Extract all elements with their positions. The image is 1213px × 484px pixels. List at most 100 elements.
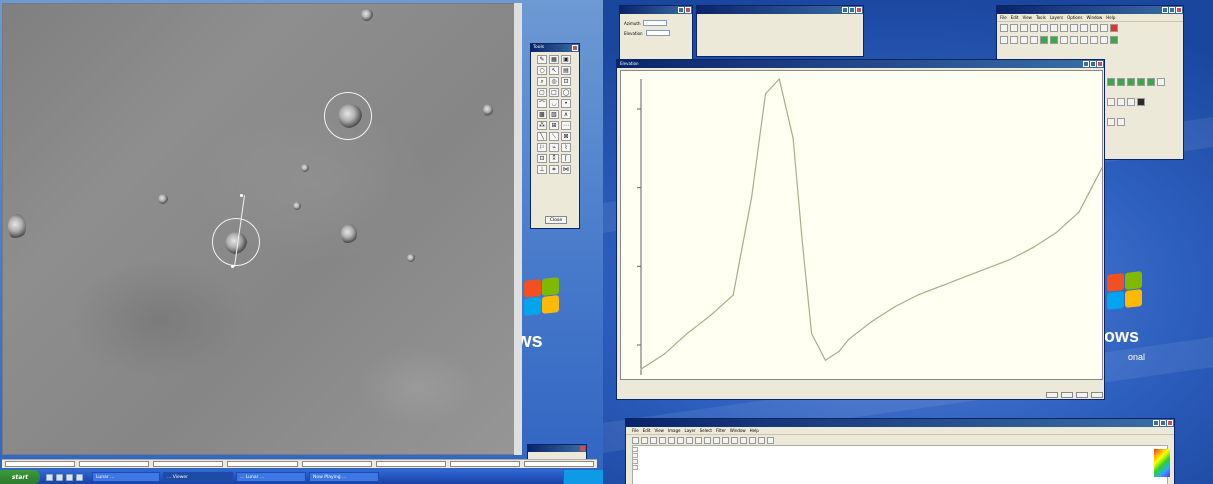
menu-item[interactable]: Edit	[642, 428, 651, 433]
menu-item[interactable]: File	[1000, 15, 1007, 20]
window-titlebar[interactable]: Elevation	[617, 60, 1104, 68]
close-icon[interactable]	[1176, 7, 1182, 13]
toolbar-button[interactable]	[1137, 78, 1145, 86]
toolbar-button[interactable]	[1117, 78, 1125, 86]
toolbar-button[interactable]	[731, 437, 738, 444]
elevation-input[interactable]	[645, 30, 670, 36]
toolbar-button[interactable]	[668, 437, 675, 444]
toolbar-button[interactable]	[1117, 98, 1125, 106]
toolbar-button[interactable]	[1020, 36, 1028, 44]
toolbar-button[interactable]	[1147, 78, 1155, 86]
tool-button[interactable]: ▧	[549, 110, 559, 119]
tool-button[interactable]: ▢	[537, 88, 547, 97]
menu-item[interactable]: Filter	[715, 428, 726, 433]
window-titlebar[interactable]	[626, 419, 1174, 427]
toolbar-button[interactable]	[1050, 36, 1058, 44]
menu-item[interactable]: Options	[1067, 15, 1083, 20]
tool-button[interactable]: ◡	[549, 99, 559, 108]
toolbar-button[interactable]	[767, 437, 774, 444]
toolbar-button[interactable]	[1040, 36, 1048, 44]
window-titlebar[interactable]	[528, 445, 586, 452]
toolbar-button[interactable]	[632, 437, 639, 444]
toolbar-button[interactable]	[677, 437, 684, 444]
toolbar-button[interactable]	[1070, 36, 1078, 44]
tool-button[interactable]: ⟍	[549, 132, 559, 141]
tool-button[interactable]: ⋈	[561, 165, 571, 174]
toolbar-button[interactable]	[1030, 24, 1038, 32]
menu-item[interactable]: Help	[1106, 15, 1116, 20]
maximize-icon[interactable]	[1169, 7, 1175, 13]
minimize-icon[interactable]	[678, 7, 684, 13]
taskbar-button[interactable]: ... Lunar ...	[236, 472, 306, 482]
tool-button[interactable]: ⌒	[537, 99, 547, 108]
taskbar-button[interactable]: Lunar ...	[92, 472, 160, 482]
footer-button[interactable]	[1046, 391, 1058, 398]
toolbar-button[interactable]	[1080, 36, 1088, 44]
tool-button[interactable]: ▣	[561, 55, 571, 64]
toolbar-button[interactable]	[713, 437, 720, 444]
tool-button[interactable]: •	[561, 99, 571, 108]
menu-item[interactable]: Tools	[1035, 15, 1046, 20]
tool-button[interactable]: ⌕	[537, 77, 547, 86]
menu-item[interactable]: Image	[667, 428, 681, 433]
toolbar-button[interactable]	[1060, 24, 1068, 32]
tool-button[interactable]: ∧	[561, 110, 571, 119]
tool-button[interactable]: ⌇	[561, 143, 571, 152]
elevation-profile-window[interactable]: Elevation	[616, 59, 1105, 400]
menu-item[interactable]: Window	[1086, 15, 1103, 20]
tool-button[interactable]: ⌁	[549, 143, 559, 152]
toolbar-button[interactable]	[659, 437, 666, 444]
sidebar-tool[interactable]	[632, 465, 638, 470]
tool-button[interactable]: ⌈	[561, 154, 571, 163]
elevation-control-window[interactable]: Azimuth Elevation	[619, 5, 693, 61]
tool-button[interactable]: ◯	[561, 88, 571, 97]
tool-button[interactable]: ⊡	[537, 154, 547, 163]
profile-endpoint[interactable]	[240, 194, 243, 197]
toolbar-button[interactable]	[1117, 118, 1125, 126]
taskbar-button[interactable]: Now Playing ...	[309, 472, 379, 482]
info-window[interactable]	[696, 5, 864, 57]
minimize-icon[interactable]	[842, 7, 848, 13]
toolbar-button[interactable]	[758, 437, 765, 444]
toolbar-button[interactable]	[1090, 24, 1098, 32]
toolbar-button[interactable]	[1107, 98, 1115, 106]
toolbar-button[interactable]	[722, 437, 729, 444]
toolbar-button[interactable]	[1127, 98, 1135, 106]
tool-button[interactable]: ▩	[537, 110, 547, 119]
toolbar-button[interactable]	[1127, 78, 1135, 86]
toolbar-button[interactable]	[1107, 118, 1115, 126]
tool-button[interactable]: ⌗	[549, 165, 559, 174]
close-icon[interactable]	[1097, 61, 1103, 67]
close-icon[interactable]	[856, 7, 862, 13]
quick-launch-icon[interactable]	[46, 473, 53, 481]
image-editor-window[interactable]: File Edit View Image Layer Select Filter Window…	[625, 418, 1175, 484]
system-tray[interactable]	[563, 470, 603, 484]
toolbar-button[interactable]	[1100, 24, 1108, 32]
azimuth-input[interactable]	[643, 20, 668, 26]
window-titlebar[interactable]	[620, 6, 692, 14]
quick-launch-icon[interactable]	[66, 473, 73, 481]
toolbar-button[interactable]	[1000, 24, 1008, 32]
toolbar-button[interactable]	[740, 437, 747, 444]
close-icon[interactable]	[580, 446, 585, 451]
close-icon[interactable]	[572, 45, 578, 51]
minimize-icon[interactable]	[1162, 7, 1168, 13]
window-titlebar[interactable]	[697, 6, 863, 14]
window-scrollbar[interactable]	[514, 3, 522, 455]
footer-button[interactable]	[1061, 391, 1073, 398]
tools-close-button[interactable]: Close	[545, 216, 567, 224]
toolbar-button[interactable]	[1070, 24, 1078, 32]
footer-button[interactable]	[1091, 391, 1103, 398]
toolbar-button[interactable]	[641, 437, 648, 444]
terrain-view-window[interactable]	[2, 3, 522, 455]
maximize-icon[interactable]	[1160, 420, 1166, 426]
footer-button[interactable]	[1076, 391, 1088, 398]
tool-button[interactable]: ⊡	[561, 77, 571, 86]
maximize-icon[interactable]	[1090, 61, 1096, 67]
tool-button[interactable]: ▤	[561, 66, 571, 75]
menu-item[interactable]: Window	[729, 428, 746, 433]
color-picker[interactable]	[1154, 449, 1170, 477]
toolbar-button[interactable]	[1107, 78, 1115, 86]
terrain-image[interactable]	[3, 4, 521, 454]
toolbar-button[interactable]	[1110, 36, 1118, 44]
